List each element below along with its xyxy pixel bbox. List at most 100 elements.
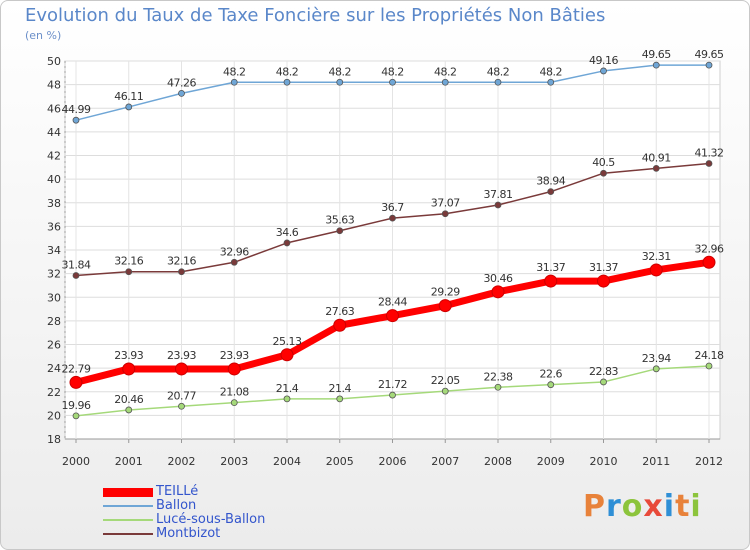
legend-swatch — [103, 505, 153, 507]
data-point — [386, 309, 399, 323]
data-label: 31.37 — [589, 261, 618, 274]
data-point — [494, 383, 502, 391]
data-label: 37.07 — [431, 197, 460, 210]
proxiti-logo: Proxiti — [583, 489, 702, 524]
data-point — [125, 406, 133, 414]
data-label: 41.32 — [695, 147, 724, 160]
x-tick-label: 2000 — [62, 455, 90, 468]
legend-swatch — [103, 519, 153, 521]
data-point — [175, 362, 188, 376]
data-point — [597, 274, 610, 288]
data-label: 21.72 — [378, 378, 407, 391]
data-point — [72, 272, 80, 279]
x-tick-label: 2009 — [537, 455, 565, 468]
data-point — [652, 164, 660, 172]
y-tick-label: 24 — [47, 362, 61, 375]
data-label: 32.31 — [642, 250, 671, 263]
legend-label: Ballon — [156, 498, 197, 513]
data-label: 22.79 — [62, 362, 91, 375]
data-point — [336, 227, 344, 235]
data-label: 35.63 — [325, 214, 354, 227]
data-label: 46.11 — [114, 90, 143, 103]
data-point — [547, 188, 555, 196]
data-point — [441, 387, 449, 395]
data-label: 48.2 — [329, 65, 352, 78]
y-tick-label: 18 — [47, 433, 61, 446]
data-point — [336, 78, 344, 86]
data-point — [230, 78, 238, 86]
data-label: 20.77 — [167, 389, 196, 402]
data-label: 32.16 — [167, 255, 196, 268]
data-label: 22.05 — [431, 374, 460, 387]
data-label: 23.93 — [220, 349, 249, 362]
data-point — [230, 399, 238, 407]
x-tick-label: 2011 — [642, 455, 670, 468]
data-point — [125, 103, 133, 111]
data-point — [389, 391, 396, 399]
data-label: 44.99 — [62, 103, 91, 116]
y-tick-label: 44 — [47, 126, 61, 139]
data-point — [600, 378, 607, 386]
data-label: 21.4 — [329, 382, 352, 395]
data-point — [178, 89, 185, 97]
data-point — [649, 263, 663, 277]
legend-swatch — [103, 487, 153, 497]
data-label: 48.2 — [276, 65, 299, 78]
data-point — [280, 348, 294, 362]
data-point — [438, 299, 452, 313]
x-tick-label: 2001 — [115, 455, 143, 468]
data-label: 30.46 — [484, 272, 513, 285]
data-label: 32.16 — [114, 255, 143, 268]
data-label: 22.6 — [540, 368, 563, 381]
data-label: 48.2 — [223, 65, 246, 78]
data-point — [702, 255, 716, 269]
data-point — [122, 362, 136, 376]
data-label: 49.65 — [695, 48, 724, 61]
data-label: 21.08 — [220, 386, 249, 399]
logo-letter: o — [621, 489, 644, 524]
unit-label: (en %) — [25, 29, 62, 42]
data-point — [125, 268, 133, 276]
x-tick-label: 2003 — [220, 455, 248, 468]
data-point — [72, 412, 80, 420]
data-point — [441, 210, 449, 218]
data-label: 48.2 — [540, 65, 563, 78]
data-point — [283, 395, 291, 403]
data-label: 29.29 — [431, 286, 460, 299]
data-label: 48.2 — [487, 65, 510, 78]
data-label: 48.2 — [434, 65, 457, 78]
data-label: 32.96 — [695, 242, 724, 255]
y-tick-label: 36 — [47, 220, 61, 233]
legend-label: Lucé-sous-Ballon — [156, 512, 266, 527]
data-point — [547, 381, 555, 389]
data-label: 23.94 — [642, 352, 671, 365]
data-label: 38.94 — [536, 175, 565, 188]
y-tick-label: 22 — [47, 386, 61, 399]
data-point — [283, 239, 291, 247]
legend-label: Montbizot — [156, 526, 221, 541]
x-tick-label: 2008 — [484, 455, 512, 468]
x-tick-label: 2005 — [326, 455, 354, 468]
data-point — [705, 61, 713, 69]
data-label: 40.91 — [642, 151, 671, 164]
data-point — [389, 78, 396, 86]
x-tick-label: 2004 — [273, 455, 301, 468]
y-tick-label: 38 — [47, 197, 61, 210]
data-point — [227, 362, 241, 376]
data-label: 47.26 — [167, 76, 196, 89]
y-tick-label: 34 — [47, 244, 61, 257]
data-label: 31.84 — [62, 259, 91, 272]
data-label: 25.13 — [273, 335, 302, 348]
data-label: 27.63 — [325, 305, 354, 318]
data-point — [600, 169, 607, 177]
data-label: 22.83 — [589, 365, 618, 378]
logo-letter: t — [675, 489, 691, 524]
data-label: 20.46 — [114, 393, 143, 406]
data-point — [705, 160, 713, 167]
logo-letter: r — [606, 489, 622, 524]
y-tick-label: 26 — [47, 339, 61, 352]
data-point — [441, 78, 449, 86]
data-label: 28.44 — [378, 296, 407, 309]
